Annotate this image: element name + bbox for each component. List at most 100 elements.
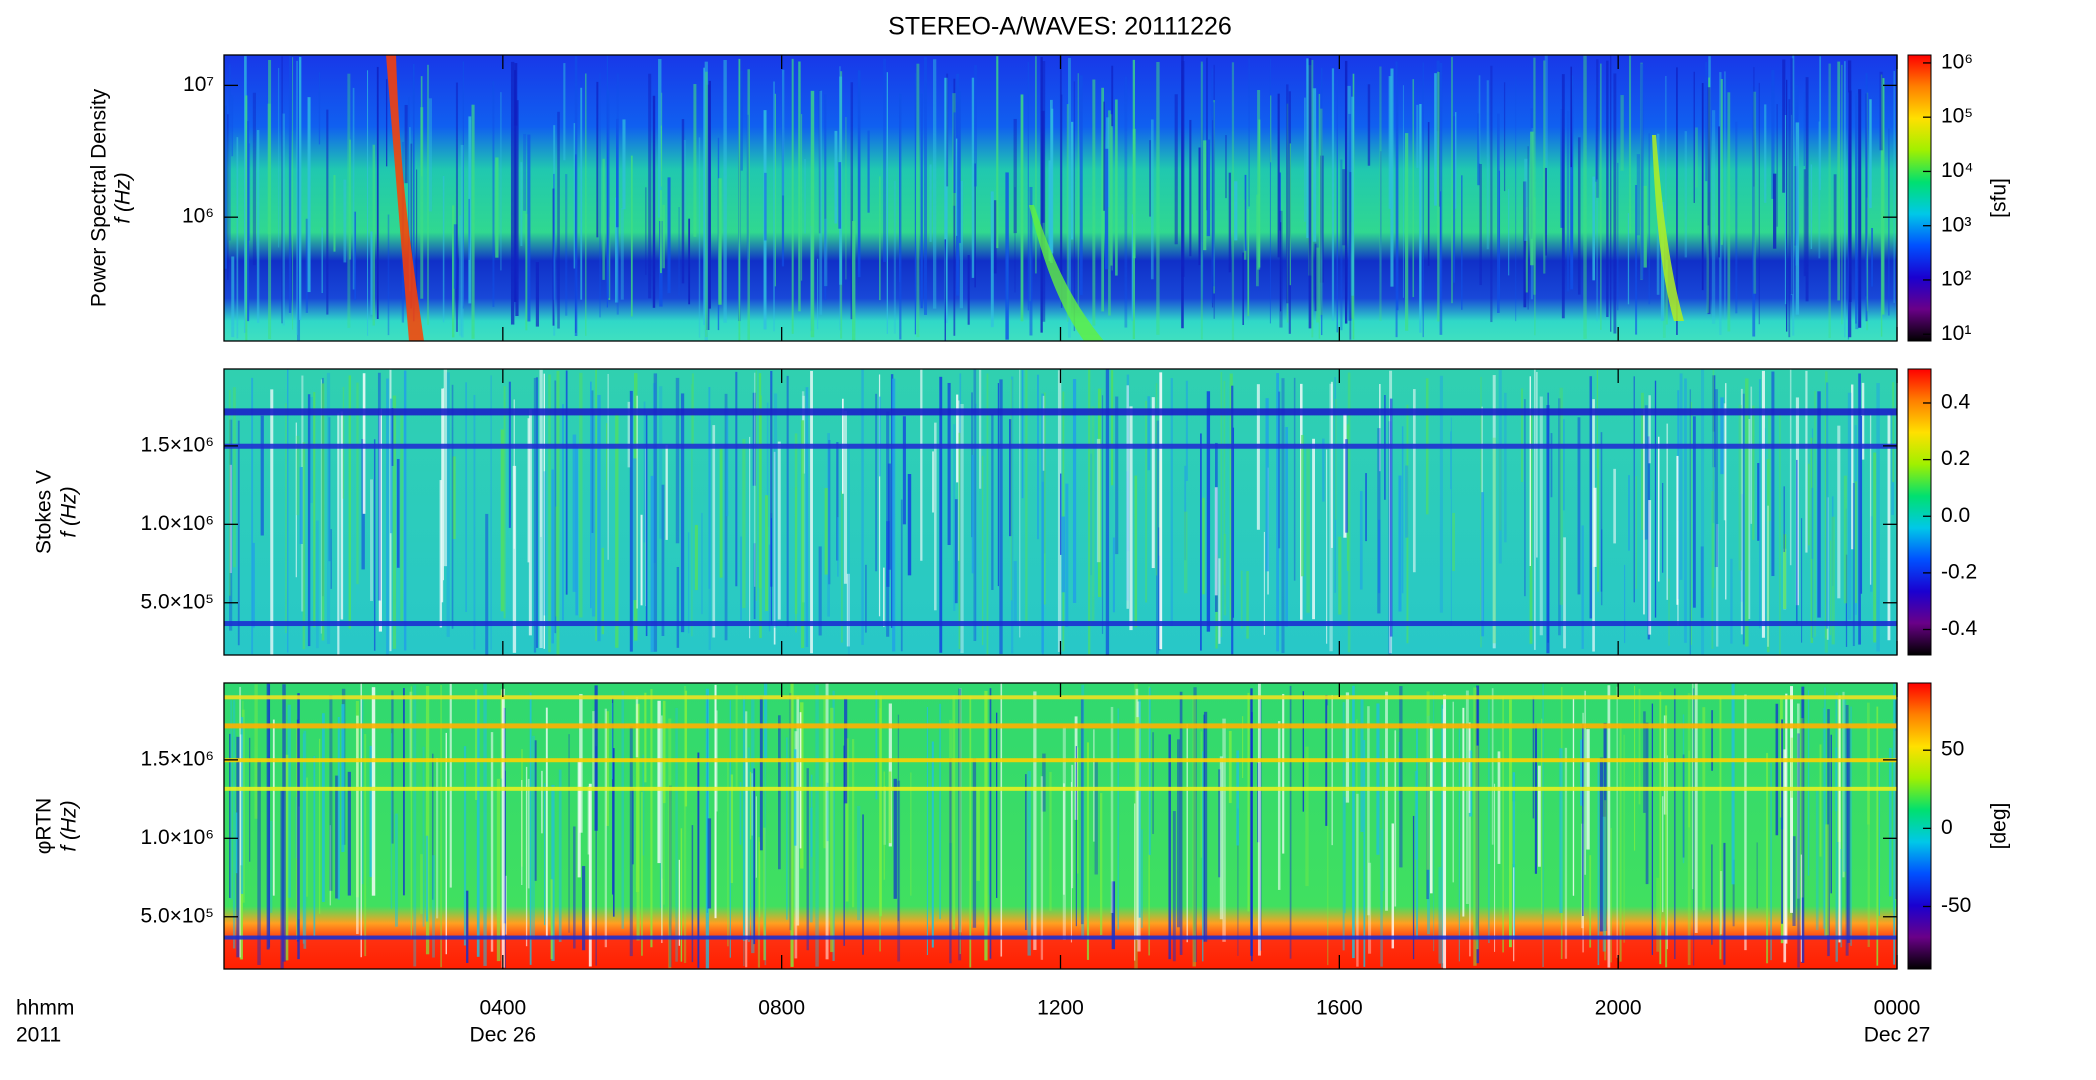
stripe xyxy=(553,173,555,301)
stripe xyxy=(1731,683,1735,885)
stripe xyxy=(991,414,994,590)
stripe xyxy=(1727,92,1731,332)
stripe xyxy=(888,771,892,844)
stripe xyxy=(1077,73,1080,310)
stripe xyxy=(1566,110,1570,292)
stripe xyxy=(568,734,570,933)
stripe xyxy=(1524,158,1528,241)
stripe xyxy=(1263,531,1265,635)
stripe xyxy=(997,383,999,587)
stripe xyxy=(606,90,610,298)
stripe xyxy=(287,369,289,653)
stripe xyxy=(1305,746,1309,887)
stripe xyxy=(753,768,756,945)
stripe xyxy=(1356,719,1358,924)
stripe xyxy=(1336,79,1338,333)
stripe xyxy=(642,754,645,856)
stripe xyxy=(1785,693,1788,944)
stripe xyxy=(1775,703,1779,836)
stripe xyxy=(1583,55,1587,339)
stripe xyxy=(257,760,261,966)
stripe xyxy=(1060,94,1063,308)
stripe xyxy=(1427,122,1430,266)
stripe xyxy=(1402,85,1404,298)
stripe xyxy=(425,685,430,955)
stripe xyxy=(281,56,283,324)
stripe xyxy=(296,435,300,516)
stripe xyxy=(1029,186,1033,336)
stripe xyxy=(585,73,587,336)
stripe xyxy=(1869,414,1872,585)
band xyxy=(224,723,1897,729)
stripe xyxy=(824,488,828,575)
stripe xyxy=(791,58,794,334)
chart-title: STEREO-A/WAVES: 20111226 xyxy=(888,13,1232,41)
stripe xyxy=(1380,829,1383,967)
stripe xyxy=(1068,57,1071,338)
stripe xyxy=(1027,62,1029,311)
stripe xyxy=(387,214,390,336)
stripe xyxy=(292,57,294,330)
stripe xyxy=(846,573,850,647)
stripe xyxy=(1633,376,1635,603)
stripe xyxy=(1206,57,1208,211)
stripe xyxy=(1701,369,1705,655)
stripe xyxy=(1269,59,1271,324)
stripe xyxy=(1455,112,1457,209)
stripe xyxy=(960,403,964,654)
stripe xyxy=(1183,511,1188,594)
stripe xyxy=(597,395,601,642)
stripe xyxy=(1797,733,1800,968)
stripe xyxy=(1391,823,1395,949)
stripe xyxy=(1498,370,1502,564)
stripe xyxy=(446,372,450,637)
stripe xyxy=(659,386,663,539)
stripe xyxy=(1388,76,1392,209)
stripe xyxy=(1302,691,1304,812)
stripe xyxy=(1422,62,1424,338)
colorbar xyxy=(1907,54,1932,342)
stripe xyxy=(693,84,697,237)
stripe xyxy=(1893,683,1896,965)
stripe xyxy=(1684,131,1687,258)
stripe xyxy=(1206,391,1211,632)
stripe xyxy=(1497,751,1501,864)
stripe xyxy=(520,162,523,247)
stripe xyxy=(1498,447,1502,531)
stripe xyxy=(1019,369,1021,638)
stripe xyxy=(1398,741,1401,801)
stripe xyxy=(818,90,821,234)
stripe xyxy=(747,69,750,340)
stripe xyxy=(611,703,613,780)
stripe xyxy=(920,369,923,561)
stripe xyxy=(1720,397,1724,475)
stripe xyxy=(989,688,992,959)
stripe xyxy=(1714,389,1718,568)
stripe xyxy=(1231,62,1235,341)
stripe xyxy=(1867,725,1870,947)
stripe xyxy=(1808,463,1810,546)
stripe xyxy=(1789,369,1792,566)
stripe xyxy=(1057,370,1062,653)
stripe xyxy=(1170,378,1173,627)
stripe xyxy=(1724,71,1726,320)
stripe xyxy=(607,373,609,560)
stripe xyxy=(1203,140,1207,251)
stripe xyxy=(1851,384,1854,550)
stripe xyxy=(329,695,333,891)
stripe xyxy=(235,812,238,874)
stripe xyxy=(815,684,819,967)
stripe xyxy=(504,770,506,969)
burst xyxy=(386,55,424,341)
band xyxy=(224,695,1897,700)
stripe xyxy=(893,778,897,899)
stripe xyxy=(601,547,605,635)
stripe xyxy=(1308,58,1312,329)
stripe xyxy=(1757,463,1760,541)
stripe xyxy=(1005,172,1009,340)
stripe xyxy=(1368,862,1372,954)
stripe xyxy=(817,258,819,330)
stripe xyxy=(1792,55,1795,336)
stripe xyxy=(1051,108,1054,254)
stripe xyxy=(1065,483,1069,627)
